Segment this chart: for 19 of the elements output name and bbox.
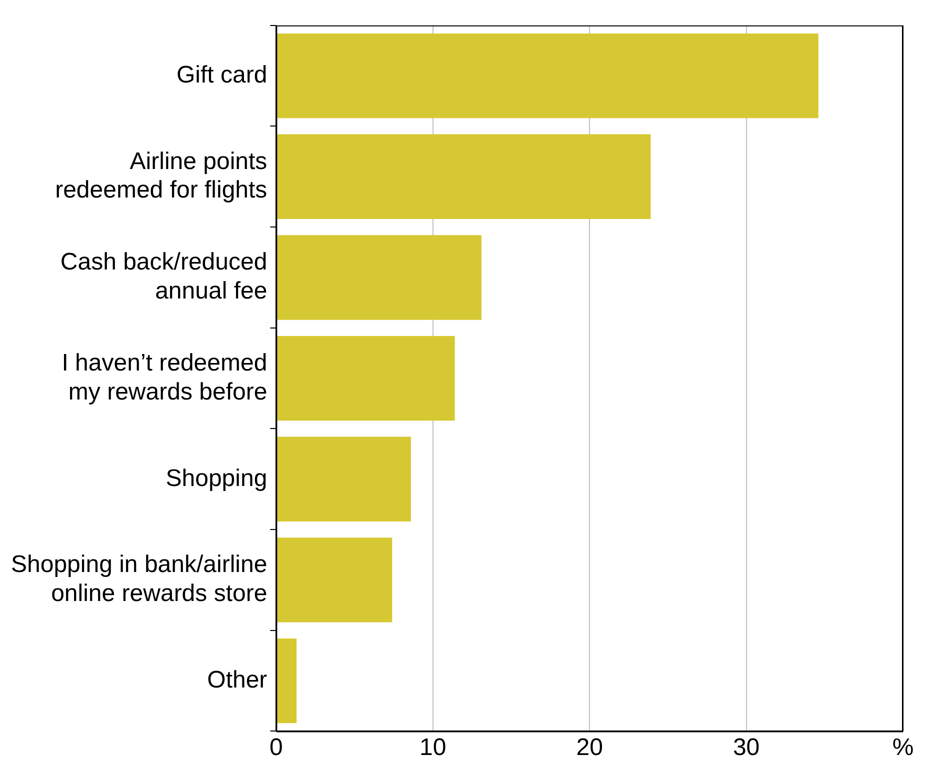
x-tick-label: 20: [576, 734, 603, 762]
x-tick-label: 0: [270, 734, 283, 762]
bar: [276, 638, 297, 724]
y-tick-label: I haven’t redeemed my rewards before: [62, 350, 268, 406]
x-tick-label: %: [892, 734, 914, 762]
bar: [276, 436, 411, 522]
bar: [276, 33, 818, 118]
y-tick-label: Other: [207, 666, 268, 694]
y-tick-label: Shopping in bank/airline online rewards store: [10, 551, 268, 607]
y-tick-label: Airline points redeemed for flights: [55, 148, 268, 204]
y-tick-label: Gift card: [176, 61, 268, 88]
x-tick-label: 10: [420, 734, 446, 762]
bar: [276, 336, 455, 421]
bar: [276, 235, 482, 320]
y-tick-label: Cash back/reduced annual fee: [60, 248, 268, 304]
x-tick-label: 30: [732, 734, 760, 762]
bar: [276, 134, 651, 219]
y-tick-label: Shopping: [166, 464, 268, 492]
bar: [276, 538, 392, 622]
